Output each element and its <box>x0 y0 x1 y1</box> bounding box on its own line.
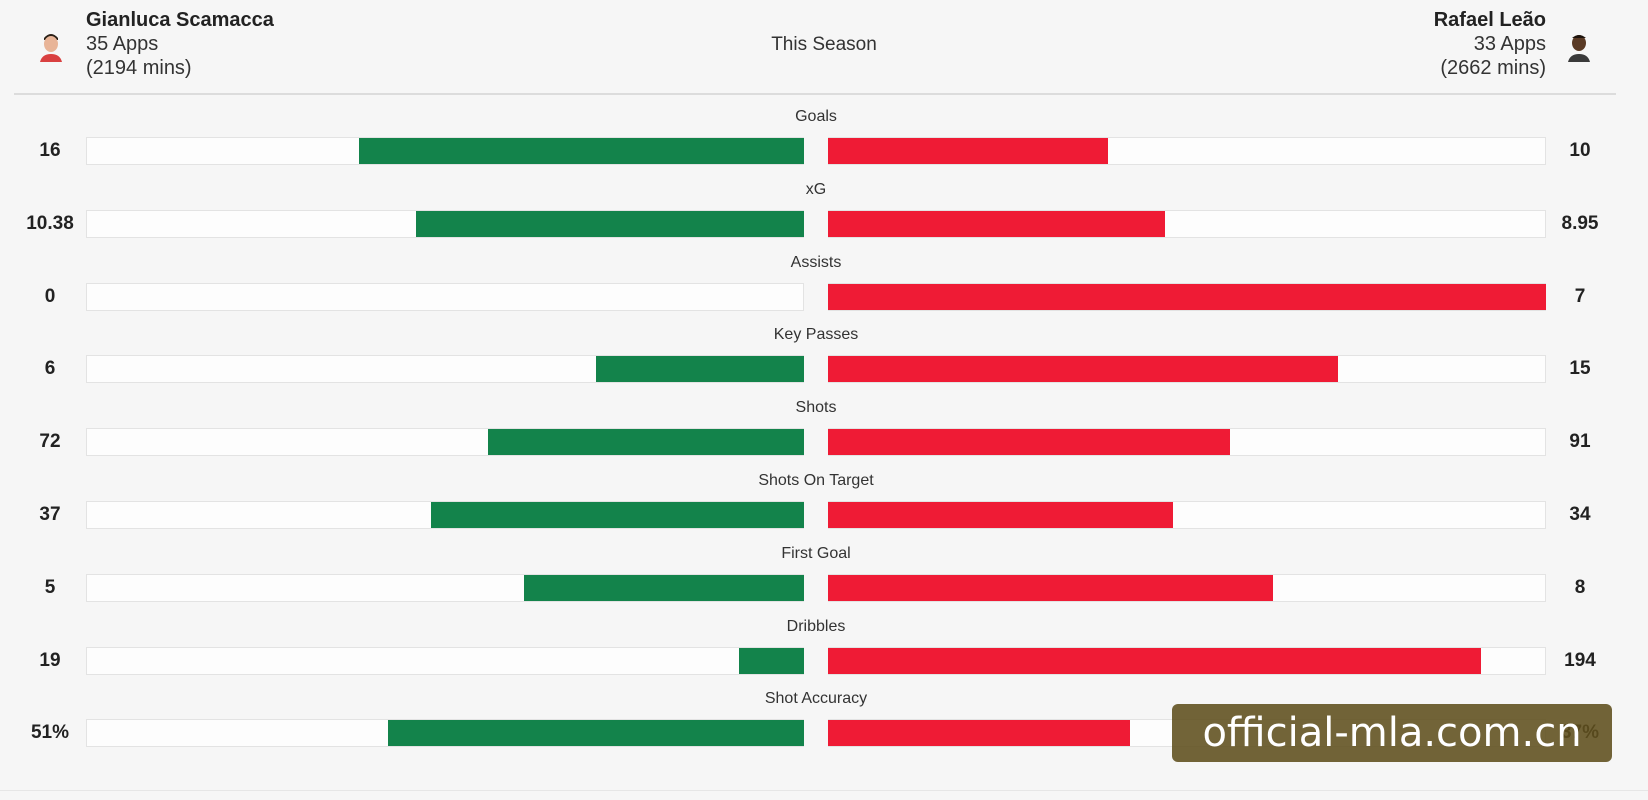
right-bar-key-passes <box>828 356 1338 382</box>
watermark: official-mla.com.cn <box>1172 704 1612 762</box>
header-divider <box>14 93 1616 95</box>
left-value-shot-accuracy: 51% <box>30 722 70 743</box>
right-value-key-passes: 15 <box>1569 358 1591 379</box>
category-label-shots: Shots <box>795 399 837 416</box>
category-label-shot-accuracy: Shot Accuracy <box>764 690 868 707</box>
left-track-assists <box>86 283 804 311</box>
category-label-assists: Assists <box>790 254 842 271</box>
category-label-dribbles: Dribbles <box>786 618 846 635</box>
category-label-xg: xG <box>805 181 827 198</box>
player-right-face-icon <box>1566 28 1592 62</box>
left-bar-shot-accuracy <box>388 720 804 746</box>
player-right-avatar <box>1566 28 1592 62</box>
right-value-assists: 7 <box>1574 286 1586 307</box>
left-bar-first-goal <box>524 575 804 601</box>
right-bar-goals <box>828 138 1108 164</box>
left-bar-dribbles <box>739 648 804 674</box>
left-bar-goals <box>359 138 804 164</box>
player-left-avatar <box>38 28 64 62</box>
player-left-mins: (2194 mins) <box>86 57 192 79</box>
left-bar-key-passes <box>596 356 804 382</box>
left-value-goals: 16 <box>39 140 61 161</box>
right-bar-shots <box>828 429 1230 455</box>
category-label-shots-on-target: Shots On Target <box>758 472 874 489</box>
left-value-shots: 72 <box>39 431 61 452</box>
player-left-info: Gianluca Scamacca 35 Apps (2194 mins) <box>86 8 274 80</box>
comparison-header: Gianluca Scamacca 35 Apps (2194 mins) Th… <box>0 0 1648 94</box>
right-bar-shots-on-target <box>828 502 1173 528</box>
player-left-name: Gianluca Scamacca <box>86 9 274 31</box>
left-value-first-goal: 5 <box>44 577 56 598</box>
player-right-apps: 33 Apps <box>1473 33 1546 55</box>
right-value-goals: 10 <box>1569 140 1591 161</box>
season-label: This Season <box>771 34 877 55</box>
player-left-apps: 35 Apps <box>86 33 159 55</box>
left-value-dribbles: 19 <box>39 650 61 671</box>
right-bar-assists <box>828 284 1546 310</box>
category-label-key-passes: Key Passes <box>773 326 859 343</box>
left-value-assists: 0 <box>44 286 56 307</box>
category-label-goals: Goals <box>795 108 837 125</box>
right-bar-dribbles <box>828 648 1481 674</box>
right-value-xg: 8.95 <box>1561 213 1599 234</box>
player-right-name: Rafael Leão <box>1433 9 1546 31</box>
right-value-first-goal: 8 <box>1574 577 1586 598</box>
category-label-first-goal: First Goal <box>781 545 851 562</box>
left-value-key-passes: 6 <box>44 358 56 379</box>
player-left-face-icon <box>38 28 64 62</box>
player-right-info: Rafael Leão 33 Apps (2662 mins) <box>1434 8 1546 80</box>
right-value-shots: 91 <box>1569 431 1591 452</box>
left-bar-shots-on-target <box>431 502 804 528</box>
left-value-shots-on-target: 37 <box>39 504 61 525</box>
left-track-dribbles <box>86 647 804 675</box>
left-value-xg: 10.38 <box>26 213 74 234</box>
right-value-dribbles: 194 <box>1564 650 1596 671</box>
right-bar-shot-accuracy <box>828 720 1130 746</box>
left-bar-xg <box>416 211 804 237</box>
right-bar-first-goal <box>828 575 1273 601</box>
right-bar-xg <box>828 211 1165 237</box>
left-bar-shots <box>488 429 804 455</box>
right-value-shots-on-target: 34 <box>1569 504 1591 525</box>
player-right-mins: (2662 mins) <box>1440 57 1546 79</box>
bottom-divider <box>0 790 1648 791</box>
